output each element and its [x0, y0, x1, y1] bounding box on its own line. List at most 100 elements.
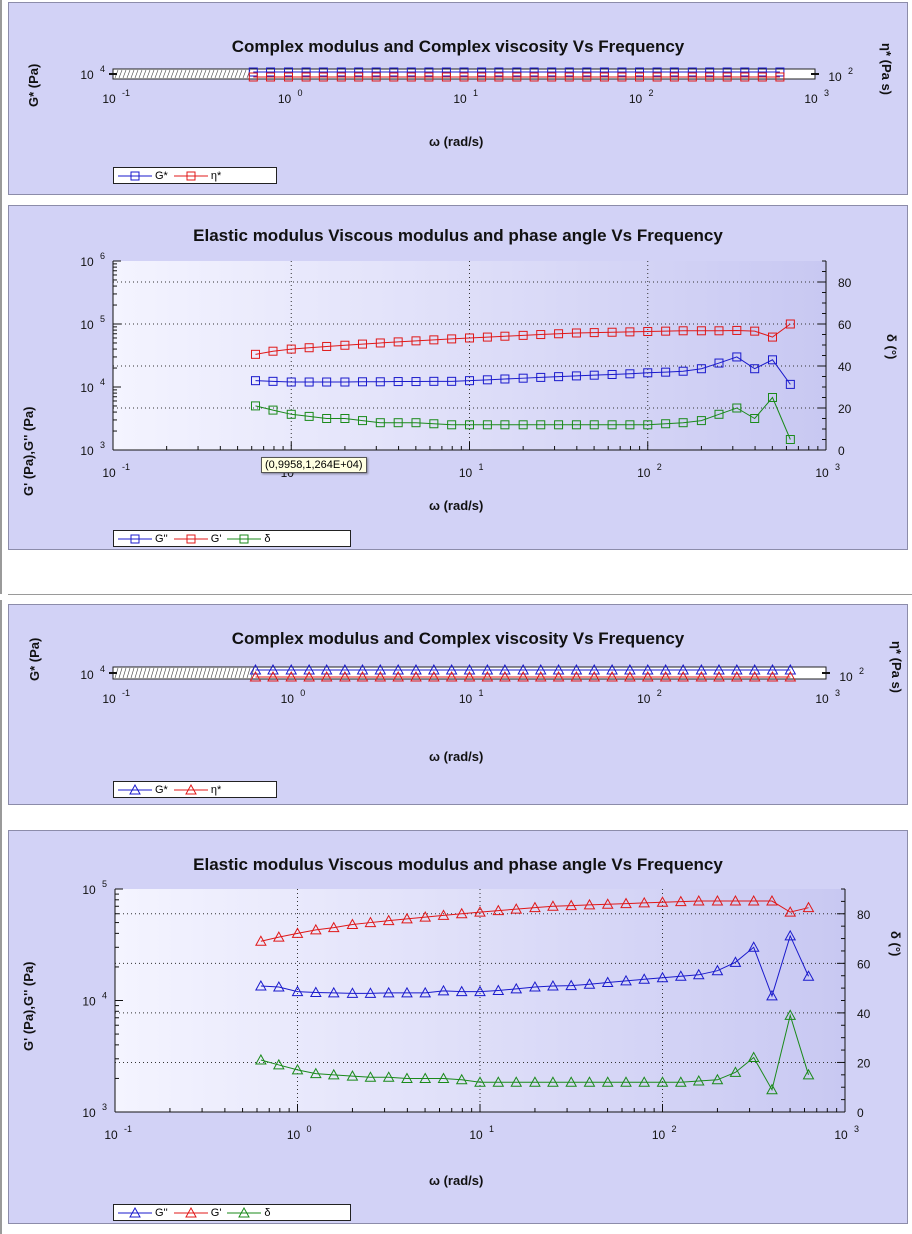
data-point: [285, 670, 298, 682]
hatch-mark: [230, 667, 235, 679]
data-point: [339, 670, 351, 682]
data-point: [266, 67, 276, 77]
data-point: [318, 67, 328, 77]
data-point: [617, 72, 627, 82]
legend-swatch: [118, 171, 152, 180]
y2-tick-label: 40: [857, 1007, 871, 1021]
data-point: [529, 901, 541, 913]
data-point: [371, 72, 381, 82]
data-point: [767, 332, 777, 342]
legend-label: G*: [155, 783, 168, 796]
data-point: [364, 916, 377, 928]
y-tick-label-exp: 4: [100, 64, 105, 74]
hatch-mark: [194, 69, 199, 79]
y-tick-label: 10: [80, 318, 94, 332]
x-tick-label-exp: -1: [124, 1124, 132, 1134]
data-point: [536, 420, 546, 430]
data-point: [748, 670, 761, 682]
data-point: [401, 912, 413, 924]
hatch-mark: [130, 667, 135, 679]
data-point: [356, 663, 369, 675]
data-point: [599, 67, 609, 77]
data-point: [643, 368, 653, 378]
hatch-mark: [202, 69, 207, 79]
hatch-mark: [210, 667, 215, 679]
x-tick-label: 10: [278, 92, 292, 106]
data-point: [428, 670, 440, 682]
data-point: [248, 72, 258, 82]
data-point: [659, 663, 672, 675]
data-point: [767, 393, 777, 402]
data-point: [570, 663, 583, 675]
chart-panel-complex-2: Complex modulus and Complex viscosity Vs…: [8, 604, 908, 805]
data-point: [669, 67, 679, 77]
legend-swatch: [118, 783, 152, 794]
hatch-mark: [250, 667, 255, 679]
x-tick-label-exp: 2: [649, 88, 654, 98]
data-point: [401, 1072, 413, 1084]
data-point: [732, 325, 742, 335]
data-point: [643, 420, 653, 430]
data-point: [389, 72, 399, 82]
legend-swatch: [227, 1206, 262, 1217]
data-point: [500, 420, 510, 430]
data-point: [766, 1083, 778, 1095]
x-axis-label: ω (rad/s): [429, 134, 484, 149]
data-point: [500, 331, 510, 341]
data-point: [492, 904, 505, 916]
data-point: [583, 1076, 596, 1087]
chart-title: Complex modulus and Complex viscosity Vs…: [231, 37, 685, 56]
hatch-mark: [174, 69, 179, 79]
data-point: [481, 663, 494, 675]
data-point: [309, 923, 322, 935]
data-point: [740, 67, 750, 77]
data-point: [620, 1076, 632, 1087]
data-point: [406, 72, 416, 82]
data-point: [641, 670, 654, 682]
data-point: [740, 72, 750, 82]
hatch-mark: [166, 667, 171, 679]
y2-tick-label: 10: [839, 670, 853, 684]
y2-tick-label: 20: [857, 1056, 871, 1070]
data-point: [286, 409, 296, 419]
data-point: [285, 663, 298, 675]
data-point: [510, 903, 523, 914]
chart-title: Complex modulus and Complex viscosity Vs…: [231, 629, 685, 648]
data-point: [455, 1073, 468, 1085]
x-tick-label: 10: [104, 1128, 118, 1142]
hatch-mark: [134, 69, 139, 79]
x-tick-label: 10: [102, 466, 116, 480]
y-tick-label: 10: [80, 444, 94, 458]
data-point: [529, 981, 541, 992]
plot-area: 10-1100101102103103104105106020406080: [80, 251, 851, 480]
data-point: [785, 435, 795, 444]
data-point: [784, 1009, 797, 1020]
data-point: [322, 377, 332, 387]
data-point: [474, 1076, 486, 1087]
data-point: [250, 376, 260, 386]
data-point: [336, 72, 346, 82]
data-point: [659, 670, 672, 682]
hatch-mark: [138, 69, 143, 79]
legend-label: η*: [210, 783, 222, 796]
data-point: [327, 986, 340, 998]
data-point: [750, 326, 760, 336]
data-point: [638, 896, 651, 908]
data-point: [687, 67, 697, 77]
data-point: [455, 985, 468, 997]
data-point: [364, 987, 377, 998]
x-tick-label: 10: [102, 92, 116, 106]
data-point: [677, 670, 690, 682]
data-point: [607, 420, 617, 430]
data-point: [589, 370, 599, 380]
data-point: [465, 420, 474, 430]
hatch-mark: [182, 69, 187, 79]
hatch-mark: [158, 69, 163, 79]
data-point: [374, 670, 387, 682]
data-point: [652, 67, 662, 77]
data-point: [249, 663, 262, 675]
legend-marker: [129, 1206, 141, 1217]
hatch-mark: [178, 69, 183, 79]
y-tick-label-exp: 4: [100, 664, 105, 674]
data-point: [571, 328, 581, 338]
